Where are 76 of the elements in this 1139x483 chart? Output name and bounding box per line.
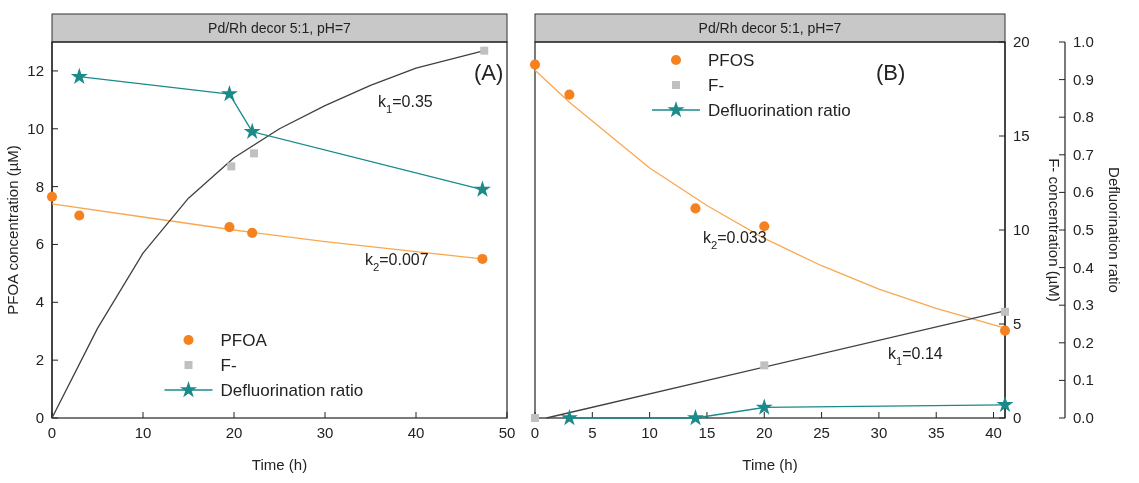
y3-tick-label: 0.4 bbox=[1073, 258, 1094, 276]
x-tick-label: 10 bbox=[641, 424, 658, 441]
y-tick-label: 6 bbox=[35, 235, 44, 253]
y3-tick-label: 1.0 bbox=[1073, 33, 1094, 50]
point bbox=[247, 227, 258, 238]
x-tick-label: 35 bbox=[927, 424, 945, 441]
y-axis-title: PFOA concentration (µM) bbox=[4, 145, 21, 315]
y-tick-label: 10 bbox=[27, 119, 44, 137]
legend-label: Defluorination ratio bbox=[708, 101, 851, 120]
point bbox=[227, 162, 236, 171]
point bbox=[1001, 307, 1009, 316]
x-axis-title: Time (h) bbox=[251, 456, 308, 473]
annotation: (A) bbox=[474, 60, 504, 85]
annotation: k$_{1}$=0.14 bbox=[888, 345, 943, 367]
x-tick-label: 30 bbox=[870, 424, 888, 441]
legend-label: F- bbox=[708, 76, 725, 95]
x-tick-label: 20 bbox=[225, 424, 243, 441]
chart-title: Pd/Rh decor 5:1, pH=7 bbox=[208, 20, 352, 36]
y3-tick-label: 0.8 bbox=[1073, 108, 1094, 126]
point bbox=[220, 85, 238, 102]
y3-axis-title: Defluorination ratio bbox=[1106, 167, 1123, 293]
y3-tick-label: 0.1 bbox=[1073, 371, 1094, 389]
x-tick-label: 15 bbox=[698, 424, 716, 441]
x-tick-label: 50 bbox=[498, 424, 516, 441]
annotation: k$_{2}$=0.033 bbox=[703, 229, 767, 251]
y-tick-label: 2 bbox=[35, 351, 44, 369]
legend-label: Defluorination ratio bbox=[220, 381, 364, 400]
point bbox=[529, 59, 541, 70]
point bbox=[243, 122, 261, 139]
x-tick-label: 5 bbox=[588, 424, 597, 441]
point bbox=[74, 210, 85, 221]
y2-axis-title: F- concentration (µM) bbox=[1046, 158, 1063, 302]
y2-tick-label: 15 bbox=[1013, 127, 1030, 144]
x-tick-label: 40 bbox=[985, 424, 1002, 441]
y2-tick-label: 20 bbox=[1013, 33, 1030, 50]
x-tick-label: 40 bbox=[407, 424, 425, 441]
x-tick-label: 0 bbox=[530, 424, 540, 441]
point bbox=[480, 46, 489, 55]
point bbox=[759, 221, 770, 232]
y-tick-label: 4 bbox=[35, 293, 44, 311]
y3-tick-label: 0.7 bbox=[1073, 145, 1094, 163]
y-tick-label: 12 bbox=[27, 61, 44, 79]
legend-label: PFOS bbox=[708, 51, 755, 70]
y3-tick-label: 0.2 bbox=[1073, 333, 1094, 351]
legend-label: F- bbox=[220, 356, 237, 375]
y2-tick-label: 0 bbox=[1013, 409, 1022, 426]
point bbox=[760, 361, 769, 370]
y3-tick-label: 0.9 bbox=[1073, 70, 1094, 88]
point bbox=[473, 180, 491, 197]
y-tick-label: 8 bbox=[35, 177, 44, 195]
x-tick-label: 10 bbox=[134, 424, 152, 441]
point bbox=[999, 325, 1011, 336]
y3-tick-label: 0.0 bbox=[1073, 409, 1094, 426]
point bbox=[250, 149, 259, 158]
x-axis-title: Time (h) bbox=[742, 456, 798, 473]
y2-tick-label: 10 bbox=[1013, 221, 1030, 238]
x-tick-label: 0 bbox=[47, 424, 57, 441]
y2-tick-label: 5 bbox=[1013, 315, 1022, 332]
legend-label: PFOA bbox=[220, 331, 268, 350]
annotation: (B) bbox=[876, 60, 906, 85]
point bbox=[46, 191, 58, 202]
y3-tick-label: 0.5 bbox=[1073, 221, 1094, 238]
x-tick-label: 30 bbox=[316, 424, 334, 441]
point bbox=[690, 203, 701, 214]
chart-title: Pd/Rh decor 5:1, pH=7 bbox=[698, 20, 842, 36]
annotation: k$_{1}$=0.35 bbox=[378, 93, 433, 115]
point bbox=[70, 67, 88, 84]
x-tick-label: 20 bbox=[755, 424, 773, 441]
y-tick-label: 0 bbox=[35, 409, 44, 426]
annotation: k$_{2}$=0.007 bbox=[365, 251, 429, 273]
point bbox=[564, 89, 575, 100]
point bbox=[224, 222, 235, 233]
x-tick-label: 25 bbox=[813, 424, 830, 441]
point bbox=[477, 253, 488, 264]
y3-tick-label: 0.6 bbox=[1073, 183, 1094, 201]
y3-tick-label: 0.3 bbox=[1073, 296, 1094, 314]
